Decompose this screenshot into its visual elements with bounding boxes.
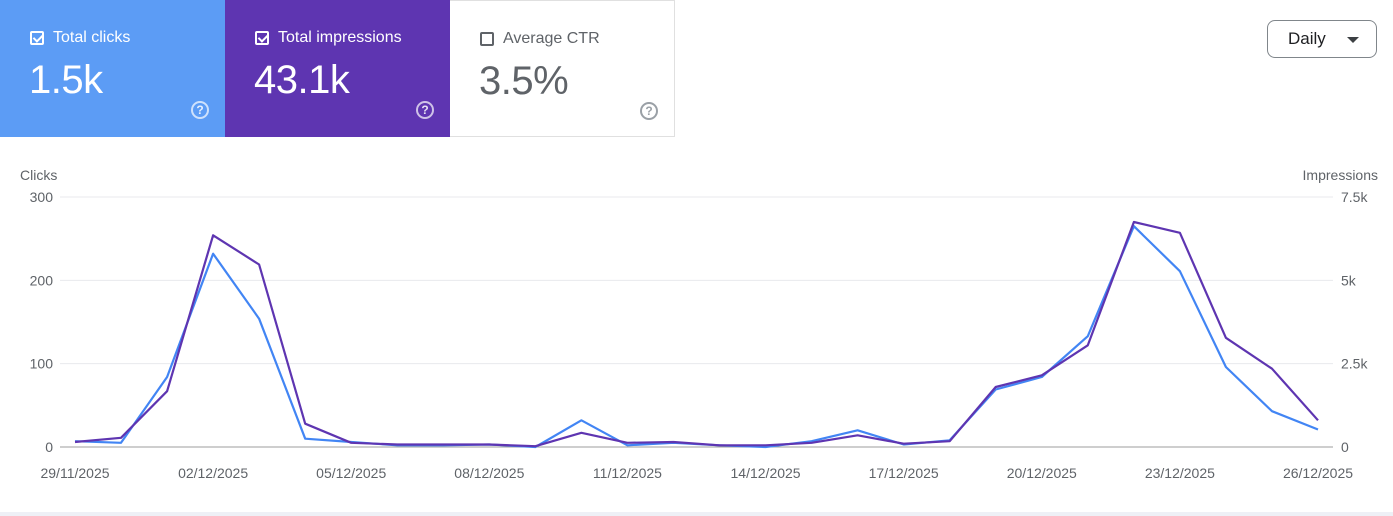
- clicks-series-line: [75, 226, 1318, 447]
- performance-chart: 0 0 100 2.5k 200 5k 300 7.5k Clicks Impressions 29…: [0, 150, 1393, 495]
- x-tick-label: 20/12/2025: [1007, 465, 1077, 481]
- left-tick-label: 300: [30, 189, 54, 205]
- x-tick-label: 26/12/2025: [1283, 465, 1353, 481]
- total-clicks-label: Total clicks: [53, 29, 130, 47]
- right-tick-label: 2.5k: [1341, 356, 1368, 372]
- axis-labels: 0 0 100 2.5k 200 5k 300 7.5k Clicks Impressions 29…: [20, 167, 1378, 481]
- total-impressions-value: 43.1k: [254, 58, 349, 103]
- right-tick-label: 7.5k: [1341, 189, 1368, 205]
- total-clicks-header: Total clicks: [30, 29, 130, 47]
- x-tick-label: 11/12/2025: [593, 465, 662, 481]
- x-tick-label: 29/11/2025: [40, 465, 109, 481]
- chart-bottom-border: [0, 512, 1393, 516]
- right-tick-label: 0: [1341, 439, 1349, 455]
- x-tick-label: 17/12/2025: [869, 465, 939, 481]
- impressions-series-line: [75, 222, 1318, 446]
- left-axis-title: Clicks: [20, 167, 57, 183]
- average-ctr-value: 3.5%: [479, 59, 568, 104]
- granularity-label: Daily: [1288, 29, 1326, 49]
- left-tick-label: 100: [30, 356, 54, 372]
- total-clicks-checkbox[interactable]: [30, 31, 44, 45]
- help-icon[interactable]: ?: [191, 101, 209, 119]
- help-icon[interactable]: ?: [640, 102, 658, 120]
- right-tick-label: 5k: [1341, 272, 1357, 288]
- total-impressions-header: Total impressions: [255, 29, 402, 47]
- x-tick-label: 05/12/2025: [316, 465, 386, 481]
- right-axis-title: Impressions: [1303, 167, 1378, 183]
- total-clicks-card[interactable]: Total clicks 1.5k ?: [0, 0, 225, 137]
- average-ctr-label: Average CTR: [503, 30, 600, 48]
- granularity-dropdown[interactable]: Daily: [1267, 20, 1377, 58]
- total-clicks-value: 1.5k: [29, 58, 103, 103]
- total-impressions-checkbox[interactable]: [255, 31, 269, 45]
- metric-cards: Total clicks 1.5k ? Total impressions 43…: [0, 0, 675, 137]
- dropdown-caret-icon: [1347, 37, 1359, 43]
- average-ctr-header: Average CTR: [480, 30, 600, 48]
- x-tick-label: 02/12/2025: [178, 465, 248, 481]
- left-tick-label: 200: [30, 272, 54, 288]
- left-tick-label: 0: [45, 439, 53, 455]
- total-impressions-card[interactable]: Total impressions 43.1k ?: [225, 0, 450, 137]
- help-icon[interactable]: ?: [416, 101, 434, 119]
- x-tick-label: 23/12/2025: [1145, 465, 1215, 481]
- series-layer: [75, 222, 1318, 447]
- average-ctr-checkbox[interactable]: [480, 32, 494, 46]
- total-impressions-label: Total impressions: [278, 29, 402, 47]
- x-tick-label: 14/12/2025: [731, 465, 801, 481]
- average-ctr-card[interactable]: Average CTR 3.5% ?: [450, 0, 675, 137]
- x-tick-label: 08/12/2025: [454, 465, 524, 481]
